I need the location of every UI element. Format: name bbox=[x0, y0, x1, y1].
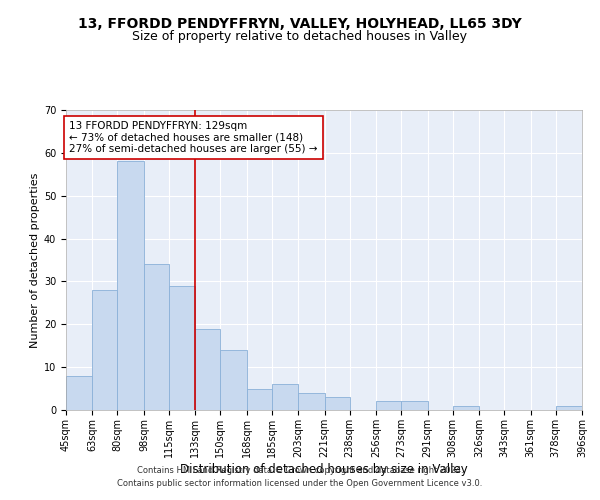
Bar bbox=[401, 402, 428, 410]
Bar bbox=[196, 328, 220, 410]
Bar bbox=[144, 264, 169, 410]
Y-axis label: Number of detached properties: Number of detached properties bbox=[30, 172, 40, 348]
Text: Size of property relative to detached houses in Valley: Size of property relative to detached ho… bbox=[133, 30, 467, 43]
Bar bbox=[220, 350, 247, 410]
Bar bbox=[247, 388, 272, 410]
Bar bbox=[118, 162, 144, 410]
Bar bbox=[298, 393, 325, 410]
Bar bbox=[376, 402, 401, 410]
Bar bbox=[556, 406, 582, 410]
Bar bbox=[452, 406, 479, 410]
Text: 13 FFORDD PENDYFFRYN: 129sqm
← 73% of detached houses are smaller (148)
27% of s: 13 FFORDD PENDYFFRYN: 129sqm ← 73% of de… bbox=[69, 120, 317, 154]
X-axis label: Distribution of detached houses by size in Valley: Distribution of detached houses by size … bbox=[180, 462, 468, 475]
Text: Contains HM Land Registry data © Crown copyright and database right 2024.
Contai: Contains HM Land Registry data © Crown c… bbox=[118, 466, 482, 487]
Bar bbox=[92, 290, 118, 410]
Bar bbox=[169, 286, 196, 410]
Bar bbox=[272, 384, 298, 410]
Bar bbox=[325, 397, 350, 410]
Bar bbox=[66, 376, 92, 410]
Text: 13, FFORDD PENDYFFRYN, VALLEY, HOLYHEAD, LL65 3DY: 13, FFORDD PENDYFFRYN, VALLEY, HOLYHEAD,… bbox=[78, 18, 522, 32]
